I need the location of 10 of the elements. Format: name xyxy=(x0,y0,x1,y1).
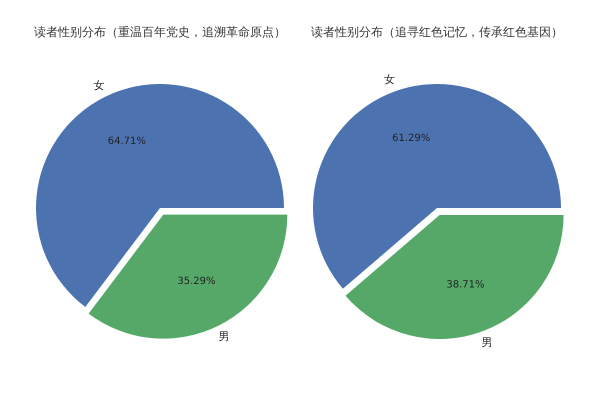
slice-label: 男 xyxy=(218,330,230,343)
data-label: 35.29% xyxy=(177,276,216,287)
slice-label: 女 xyxy=(384,73,396,86)
data-label: 61.29% xyxy=(392,132,430,144)
slice-label: 女 xyxy=(94,78,105,92)
chart-title: 读者性别分布（追寻红色记忆，传承红色基因） xyxy=(311,25,563,39)
slice-label: 男 xyxy=(481,336,492,349)
chart-title: 读者性别分布（重温百年党史，追溯革命原点） xyxy=(34,25,286,39)
data-label: 64.71% xyxy=(108,136,146,148)
data-label: 38.71% xyxy=(446,279,484,290)
